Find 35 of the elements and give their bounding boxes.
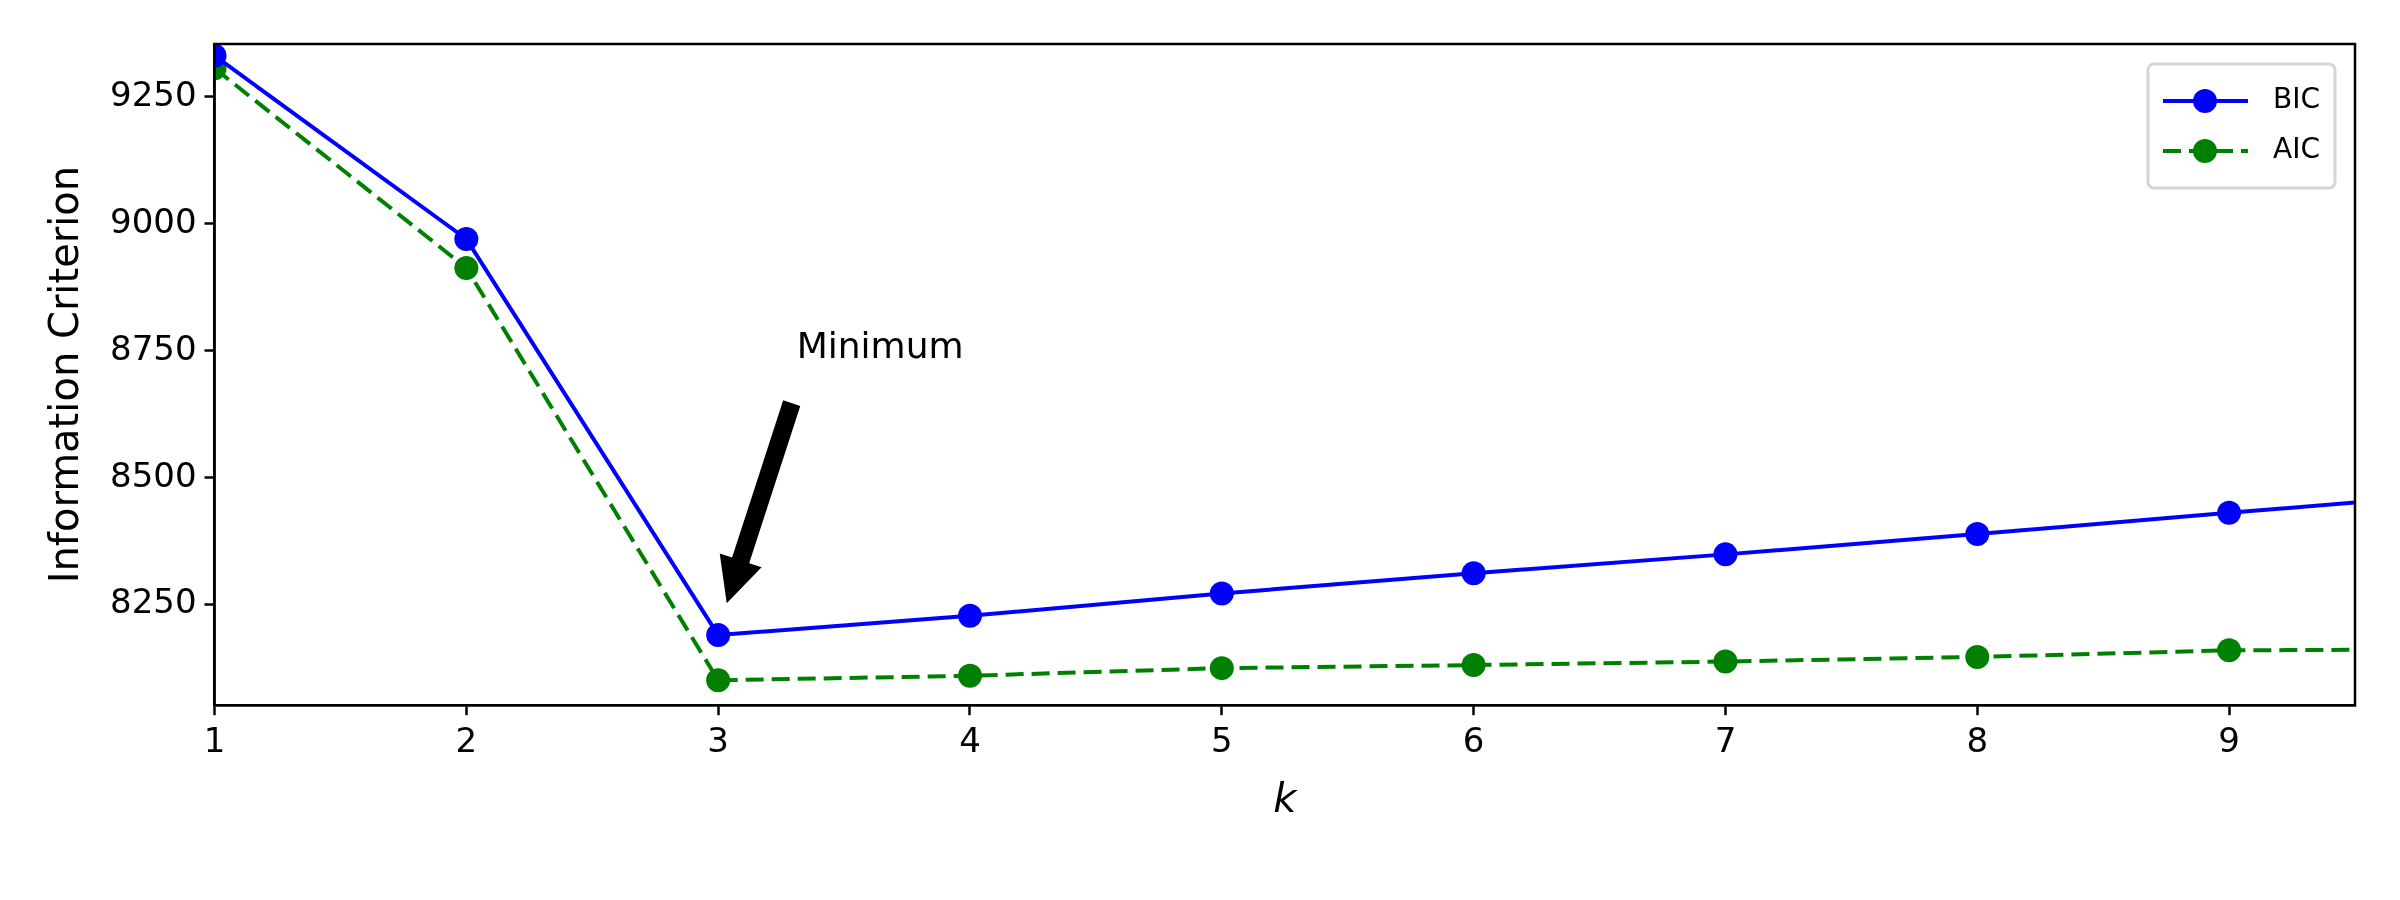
point [1713,542,1738,567]
x-tick-label: 1 [203,720,226,761]
point [1965,644,1990,669]
x-tick-label: 4 [959,720,981,761]
x-tick-label: 9 [2218,720,2240,761]
y-tick-label: 9000 [110,200,197,241]
legend-label: AIC [2272,132,2320,166]
point [706,668,731,693]
x-axis-title: k [1273,775,1299,822]
x-tick-label: 7 [1714,720,1737,761]
point [1461,561,1486,586]
point [706,623,731,648]
point [1209,581,1234,606]
x-tick-label: 8 [1966,720,1989,761]
point [1965,522,1990,547]
point [454,255,479,280]
point [1461,653,1486,678]
point [957,603,982,628]
point [957,663,982,688]
y-tick-label: 8500 [110,454,197,495]
y-tick-label: 8750 [110,327,197,368]
point [454,227,479,252]
y-tick-label: 9250 [110,73,197,114]
point [1713,649,1738,674]
legend-label: BIC [2272,82,2321,116]
point [1209,656,1234,681]
annotation: Minimum [796,324,964,366]
x-tick-label: 5 [1210,720,1233,761]
x-tick-label: 6 [1462,720,1485,761]
x-tick-label: 3 [707,720,729,761]
point [2217,500,2242,525]
point [2217,638,2242,663]
x-tick-label: 2 [455,720,478,761]
y-axis-title: Information Criterion [41,165,88,584]
y-tick-label: 8250 [110,581,197,622]
